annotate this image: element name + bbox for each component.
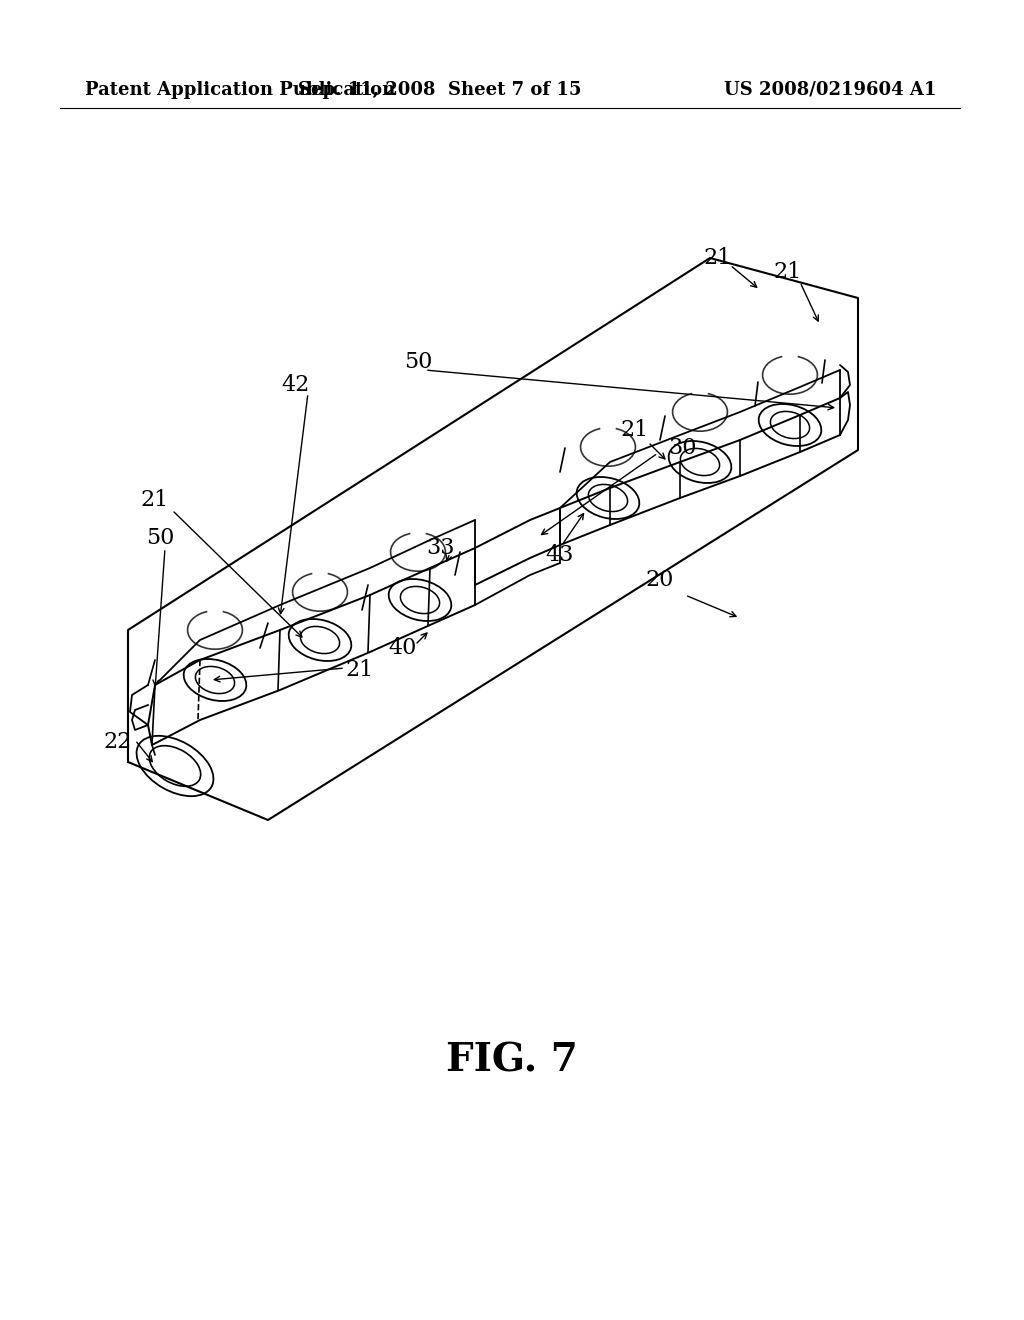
Text: 40: 40 — [389, 638, 417, 659]
Text: FIG. 7: FIG. 7 — [446, 1041, 578, 1078]
Text: Patent Application Publication: Patent Application Publication — [85, 81, 395, 99]
Text: 22: 22 — [103, 731, 132, 752]
Text: 21: 21 — [621, 418, 649, 441]
Text: Sep. 11, 2008  Sheet 7 of 15: Sep. 11, 2008 Sheet 7 of 15 — [298, 81, 582, 99]
Text: 21: 21 — [774, 261, 802, 282]
Text: 21: 21 — [703, 247, 732, 269]
Text: 33: 33 — [426, 537, 455, 558]
Text: US 2008/0219604 A1: US 2008/0219604 A1 — [724, 81, 936, 99]
Text: 21: 21 — [346, 659, 374, 681]
Text: 42: 42 — [281, 374, 309, 396]
Text: 20: 20 — [646, 569, 674, 591]
Text: 50: 50 — [145, 527, 174, 549]
Text: 21: 21 — [141, 488, 169, 511]
Text: 43: 43 — [546, 544, 574, 566]
Text: 50: 50 — [403, 351, 432, 374]
Text: 30: 30 — [668, 437, 696, 459]
